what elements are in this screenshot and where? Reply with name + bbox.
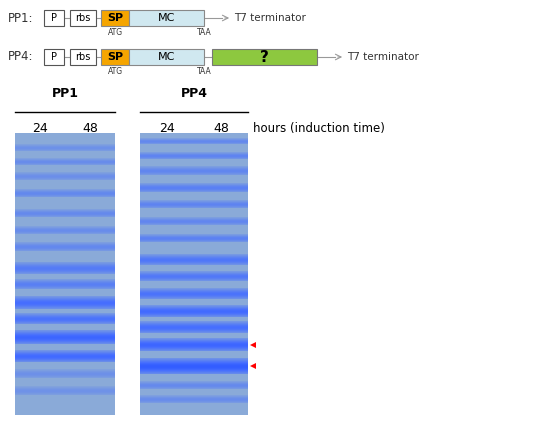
Text: hours (induction time): hours (induction time) (253, 122, 385, 135)
Bar (212, 49, 317, 65)
Text: TAA: TAA (197, 67, 211, 76)
Text: ATG: ATG (107, 67, 122, 76)
Text: 24: 24 (32, 122, 48, 135)
Bar (44, 49, 64, 65)
Text: rbs: rbs (75, 52, 91, 62)
Text: PP4:: PP4: (8, 51, 34, 64)
Text: ?: ? (260, 50, 269, 64)
Bar (101, 10, 129, 26)
Text: P: P (51, 52, 57, 62)
Text: TAA: TAA (197, 28, 211, 37)
Bar (44, 10, 64, 26)
Bar (129, 10, 204, 26)
Bar (129, 49, 204, 65)
Text: PP4: PP4 (181, 87, 207, 100)
Text: PP1:: PP1: (8, 11, 34, 24)
Text: SP: SP (107, 13, 123, 23)
Text: PP1: PP1 (51, 87, 78, 100)
Text: ATG: ATG (107, 28, 122, 37)
Text: T7 terminator: T7 terminator (347, 52, 419, 62)
Text: 24: 24 (159, 122, 175, 135)
Text: 48: 48 (213, 122, 229, 135)
Text: SP: SP (107, 52, 123, 62)
Text: T7 terminator: T7 terminator (234, 13, 306, 23)
Text: MC: MC (158, 52, 175, 62)
Text: 48: 48 (82, 122, 98, 135)
Text: MC: MC (158, 13, 175, 23)
Text: rbs: rbs (75, 13, 91, 23)
Bar (101, 49, 129, 65)
Bar (70, 49, 96, 65)
Bar (70, 10, 96, 26)
Text: P: P (51, 13, 57, 23)
